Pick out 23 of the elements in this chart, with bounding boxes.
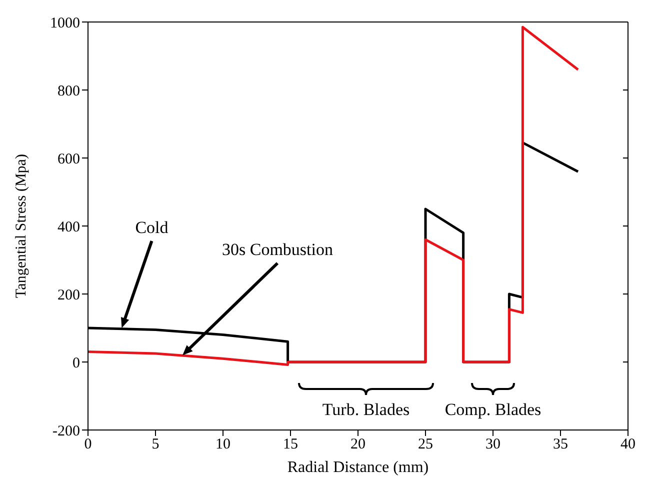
x-tick-label: 30	[486, 436, 500, 453]
y-tick-label: 400	[58, 219, 80, 236]
annotation: Turb. Blades	[322, 400, 410, 420]
annotation: Cold	[135, 218, 169, 237]
annotation: 30s Combustion	[222, 240, 334, 260]
y-tick-label: 600	[58, 151, 80, 168]
y-axis-title: Tangential Stress (Mpa)	[13, 154, 30, 298]
y-tick-label: -200	[52, 423, 80, 440]
x-axis-title: Radial Distance (mm)	[287, 459, 429, 476]
x-tick-label: 40	[620, 436, 636, 453]
y-tick-label: 0	[72, 355, 80, 372]
x-tick-label: 0	[84, 436, 92, 453]
x-tick-label: 35	[553, 436, 568, 453]
x-tick-label: 10	[216, 436, 230, 453]
y-tick-label: 1000	[50, 15, 80, 32]
x-tick-label: 20	[350, 436, 366, 453]
y-tick-label: 200	[58, 287, 80, 304]
x-tick-label: 25	[418, 436, 433, 453]
line-series	[88, 26, 580, 366]
x-tick-label: 15	[283, 436, 298, 453]
annotation: Comp. Blades	[444, 400, 542, 420]
y-tick-label: 800	[58, 83, 80, 100]
x-tick-label: 5	[152, 436, 160, 453]
